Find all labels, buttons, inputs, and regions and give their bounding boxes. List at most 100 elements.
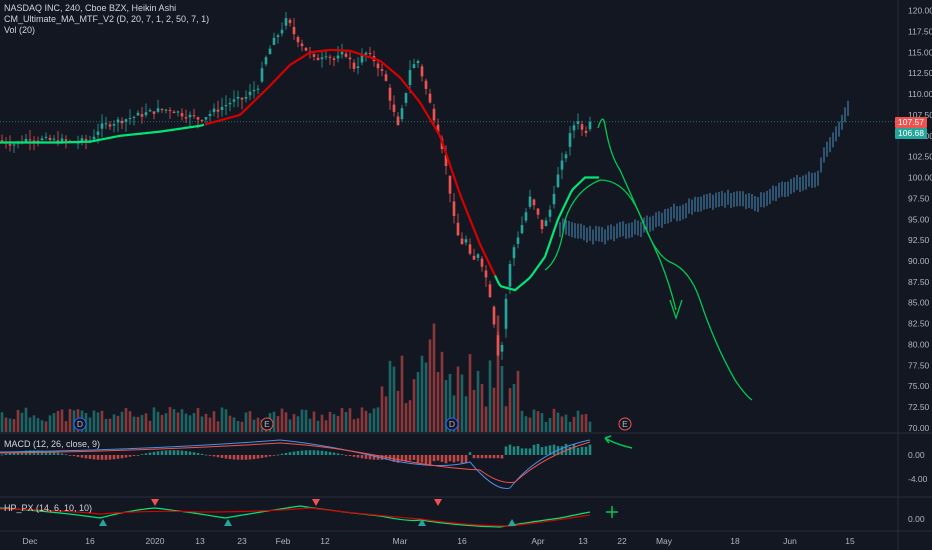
candle-body (328, 56, 332, 58)
macd-hist-bar (52, 451, 56, 455)
price-tick-label: 107.50 (908, 110, 932, 120)
hp-legend[interactable]: HP_PX (14, 6, 10, 10) (4, 503, 92, 514)
candle-body (556, 174, 560, 188)
volume-bar (392, 366, 396, 432)
candle-body (236, 96, 240, 99)
candle-body (200, 119, 204, 121)
event-marker-circle (73, 417, 87, 431)
candle-body (444, 154, 448, 166)
macd-hist-bar (472, 455, 476, 459)
volume-bar (20, 412, 24, 432)
price-tick-label: 77.50 (908, 360, 930, 370)
vol-study-label[interactable]: Vol (20) (4, 25, 36, 35)
volume-bar (336, 415, 340, 432)
volume-bar (256, 417, 260, 432)
hp-signal-triangle (434, 499, 442, 506)
volume-bar (288, 419, 292, 432)
volume-bar (168, 407, 172, 432)
macd-hist-bar (212, 455, 216, 457)
candle-body (572, 125, 576, 131)
hp-slow-line (0, 507, 591, 527)
candle-body (564, 154, 568, 159)
macd-hist-bar (232, 455, 236, 460)
volume-bar (420, 355, 424, 432)
macd-hist-bar (436, 455, 440, 461)
macd-hist-bar (352, 455, 356, 457)
macd-hist-bar (240, 455, 244, 460)
volume-bar (68, 409, 72, 432)
volume-bar (196, 408, 200, 432)
candle-body (284, 18, 288, 26)
candle-body (232, 99, 236, 102)
volume-bar (272, 411, 276, 432)
candle-body (292, 26, 296, 35)
candle-body (152, 111, 156, 114)
macd-hist-bar (76, 455, 80, 457)
macd-hist-bar (480, 455, 484, 459)
candle-body (244, 96, 248, 99)
macd-hist-bar (244, 455, 248, 460)
macd-hist-bar (532, 444, 536, 455)
volume-bar (364, 410, 368, 432)
volume-bar (240, 421, 244, 432)
macd-hist-bar (420, 455, 424, 463)
candle-body (320, 57, 324, 60)
candle-body (552, 193, 556, 205)
macd-hist-bar (292, 451, 296, 455)
candle-body (360, 55, 364, 63)
volume-bar (372, 408, 376, 432)
time-tick-label: Mar (393, 536, 408, 546)
macd-hist-bar (132, 455, 136, 456)
candle-body (500, 344, 504, 352)
candle-body (268, 48, 272, 55)
macd-hist-bar (44, 450, 48, 455)
macd-hist-bar (500, 455, 504, 459)
macd-hist-bar (512, 446, 516, 455)
volume-bar (224, 409, 228, 432)
macd-legend[interactable]: MACD (12, 26, close, 9) (4, 439, 100, 450)
drawn-projection-arrow (597, 118, 677, 311)
volume-bar (536, 411, 540, 432)
macd-hist-bar (284, 452, 288, 455)
macd-hist-bar (332, 452, 336, 455)
ma-study-label[interactable]: CM_Ultimate_MA_MTF_V2 (D, 20, 7, 1, 2, 5… (4, 14, 210, 24)
macd-hist-bar (84, 455, 88, 459)
event-marker-label: E (264, 419, 270, 429)
macd-hist-bar (576, 447, 580, 455)
volume-bar (308, 418, 312, 432)
macd-hist-bar (340, 454, 344, 456)
macd-hist-bar (140, 454, 144, 455)
price-tick-label: 115.00 (908, 47, 932, 57)
candle-body (128, 118, 132, 120)
price-tick-label: 120.00 (908, 6, 932, 16)
volume-bar (464, 396, 468, 432)
volume-bar (136, 416, 140, 432)
macd-hist-bar (228, 455, 232, 460)
volume-bar (388, 360, 392, 432)
macd-hist-bar (136, 455, 140, 456)
macd-hist-bar (96, 455, 100, 460)
candle-body (44, 136, 48, 138)
candle-body (80, 138, 84, 142)
candle-body (332, 58, 336, 60)
moving-average-line (0, 123, 205, 144)
macd-hist-bar (48, 451, 52, 455)
time-tick-label: 23 (237, 536, 247, 546)
macd-hist-bar (248, 455, 252, 460)
macd-hist-bar (356, 455, 360, 458)
candle-body (368, 52, 372, 54)
candle-body (584, 130, 588, 133)
candle-body (536, 208, 540, 215)
macd-hist-bar (432, 455, 436, 462)
macd-hist-bar (100, 455, 104, 460)
macd-hist-bar (440, 455, 444, 462)
hp-signal-triangle (508, 519, 516, 526)
candle-body (452, 201, 456, 216)
volume-bar (12, 419, 16, 432)
volume-bar (316, 420, 320, 432)
event-marker-label: D (77, 419, 83, 429)
volume-bar (456, 366, 460, 432)
volume-bar (448, 373, 452, 432)
volume-bar (32, 415, 36, 432)
